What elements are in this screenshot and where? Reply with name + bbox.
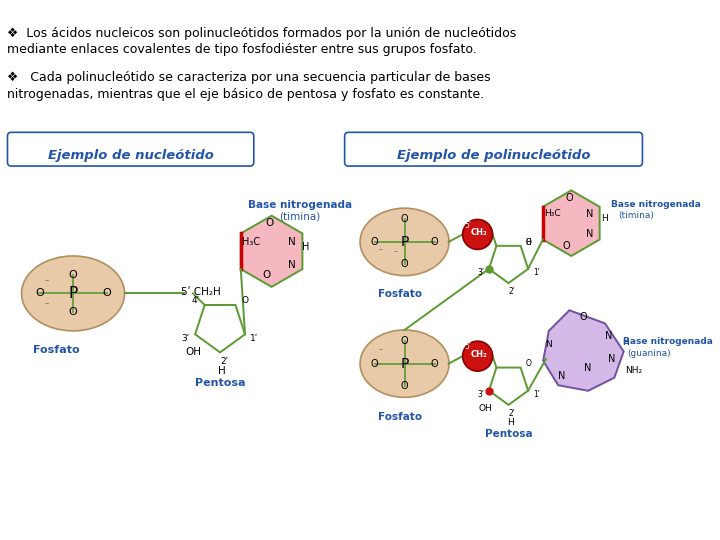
Ellipse shape xyxy=(360,330,449,397)
Text: P: P xyxy=(400,235,409,249)
Text: N: N xyxy=(586,230,594,239)
Text: O: O xyxy=(401,336,408,346)
Text: O: O xyxy=(526,238,532,247)
Circle shape xyxy=(463,219,492,249)
Text: H₃C: H₃C xyxy=(242,237,260,247)
Text: 5ʹ: 5ʹ xyxy=(464,342,472,352)
Text: O: O xyxy=(401,381,408,391)
Text: Fosfato: Fosfato xyxy=(378,413,422,422)
Circle shape xyxy=(463,341,492,371)
Text: N: N xyxy=(605,332,613,341)
Text: Base nitrogenada: Base nitrogenada xyxy=(611,200,701,209)
Text: N: N xyxy=(586,209,594,219)
Text: 4ʹ: 4ʹ xyxy=(485,359,492,368)
Text: O: O xyxy=(401,259,408,269)
Text: O: O xyxy=(35,288,44,299)
Text: 2ʹ: 2ʹ xyxy=(509,409,516,418)
Text: ⁻: ⁻ xyxy=(45,278,49,287)
Text: 2ʹ: 2ʹ xyxy=(509,287,516,296)
Text: O: O xyxy=(263,269,271,280)
Text: O: O xyxy=(566,193,573,203)
Text: 5ʹ CH₂H: 5ʹ CH₂H xyxy=(181,287,220,298)
Text: Pentosa: Pentosa xyxy=(195,377,246,388)
Text: O: O xyxy=(371,359,379,369)
FancyBboxPatch shape xyxy=(345,132,642,166)
Text: Pentosa: Pentosa xyxy=(485,429,532,439)
Text: CH₂: CH₂ xyxy=(470,228,487,237)
Text: OH: OH xyxy=(185,347,202,357)
FancyBboxPatch shape xyxy=(7,132,253,166)
Text: 1ʹ: 1ʹ xyxy=(251,334,258,343)
Polygon shape xyxy=(543,310,624,391)
Text: ❖  Los ácidos nucleicos son polinucleótidos formados por la unión de nucleótidos: ❖ Los ácidos nucleicos son polinucleótid… xyxy=(7,26,517,39)
Text: 5ʹ: 5ʹ xyxy=(464,220,472,230)
Text: nitrogenadas, mientras que el eje básico de pentosa y fosfato es constante.: nitrogenadas, mientras que el eje básico… xyxy=(7,89,485,102)
Ellipse shape xyxy=(360,208,449,275)
Text: 4ʹ: 4ʹ xyxy=(485,238,492,247)
Text: P: P xyxy=(68,286,78,301)
Text: 4ʹ: 4ʹ xyxy=(192,296,199,305)
Text: O: O xyxy=(68,269,78,280)
Text: O: O xyxy=(371,237,379,247)
Text: 3ʹ: 3ʹ xyxy=(477,390,484,399)
Text: H: H xyxy=(600,214,608,223)
Text: Fosfato: Fosfato xyxy=(33,345,79,355)
Text: ❖   Cada polinucleótido se caracteriza por una secuencia particular de bases: ❖ Cada polinucleótido se caracteriza por… xyxy=(7,71,491,84)
Text: H₃C: H₃C xyxy=(544,210,561,218)
Polygon shape xyxy=(489,368,528,405)
Text: ⁻: ⁻ xyxy=(378,247,382,256)
Text: O: O xyxy=(563,241,570,251)
Text: NH₂: NH₂ xyxy=(626,366,643,375)
Text: Ejemplo de polinucleótido: Ejemplo de polinucleótido xyxy=(397,149,590,162)
Text: H: H xyxy=(218,366,226,375)
Polygon shape xyxy=(489,246,528,283)
Text: N: N xyxy=(558,371,566,381)
Polygon shape xyxy=(543,191,600,256)
Text: O: O xyxy=(526,359,532,368)
Text: O: O xyxy=(68,307,78,317)
Text: 3ʹ: 3ʹ xyxy=(181,334,190,343)
Text: (timina): (timina) xyxy=(618,211,654,220)
Polygon shape xyxy=(240,215,302,287)
Text: Base nitrogenada: Base nitrogenada xyxy=(623,338,713,347)
Text: ⁻: ⁻ xyxy=(378,346,382,355)
Text: ⁻: ⁻ xyxy=(393,248,397,258)
Text: N: N xyxy=(288,260,296,271)
Text: N: N xyxy=(585,363,592,373)
Text: O: O xyxy=(431,237,438,247)
Text: 1ʹ: 1ʹ xyxy=(533,390,540,399)
Text: N: N xyxy=(608,354,615,364)
Text: H: H xyxy=(302,241,309,252)
Text: H: H xyxy=(622,338,629,347)
Text: N: N xyxy=(288,237,296,247)
Text: 1ʹ: 1ʹ xyxy=(533,268,540,277)
Text: Base nitrogenada: Base nitrogenada xyxy=(248,200,352,210)
Text: H: H xyxy=(507,418,514,427)
Text: mediante enlaces covalentes de tipo fosfodiéster entre sus grupos fosfato.: mediante enlaces covalentes de tipo fosf… xyxy=(7,43,477,56)
Text: O: O xyxy=(431,359,438,369)
Text: OH: OH xyxy=(478,404,492,413)
Text: Ejemplo de nucleótido: Ejemplo de nucleótido xyxy=(48,149,214,162)
Text: (guanina): (guanina) xyxy=(627,349,671,357)
Text: Fosfato: Fosfato xyxy=(378,289,422,299)
Text: ⁻: ⁻ xyxy=(45,300,49,309)
Text: O: O xyxy=(241,296,248,305)
Ellipse shape xyxy=(22,256,125,331)
Text: O: O xyxy=(266,218,274,228)
Text: 2ʹ: 2ʹ xyxy=(221,357,229,366)
Text: N: N xyxy=(546,340,552,349)
Text: (timina): (timina) xyxy=(279,212,320,222)
Text: H: H xyxy=(526,238,531,247)
Text: P: P xyxy=(400,356,409,370)
Text: O: O xyxy=(401,214,408,225)
Text: O: O xyxy=(580,312,588,322)
Text: 3ʹ: 3ʹ xyxy=(477,268,484,277)
Polygon shape xyxy=(195,305,245,353)
Text: CH₂: CH₂ xyxy=(470,350,487,359)
Text: O: O xyxy=(102,288,111,299)
